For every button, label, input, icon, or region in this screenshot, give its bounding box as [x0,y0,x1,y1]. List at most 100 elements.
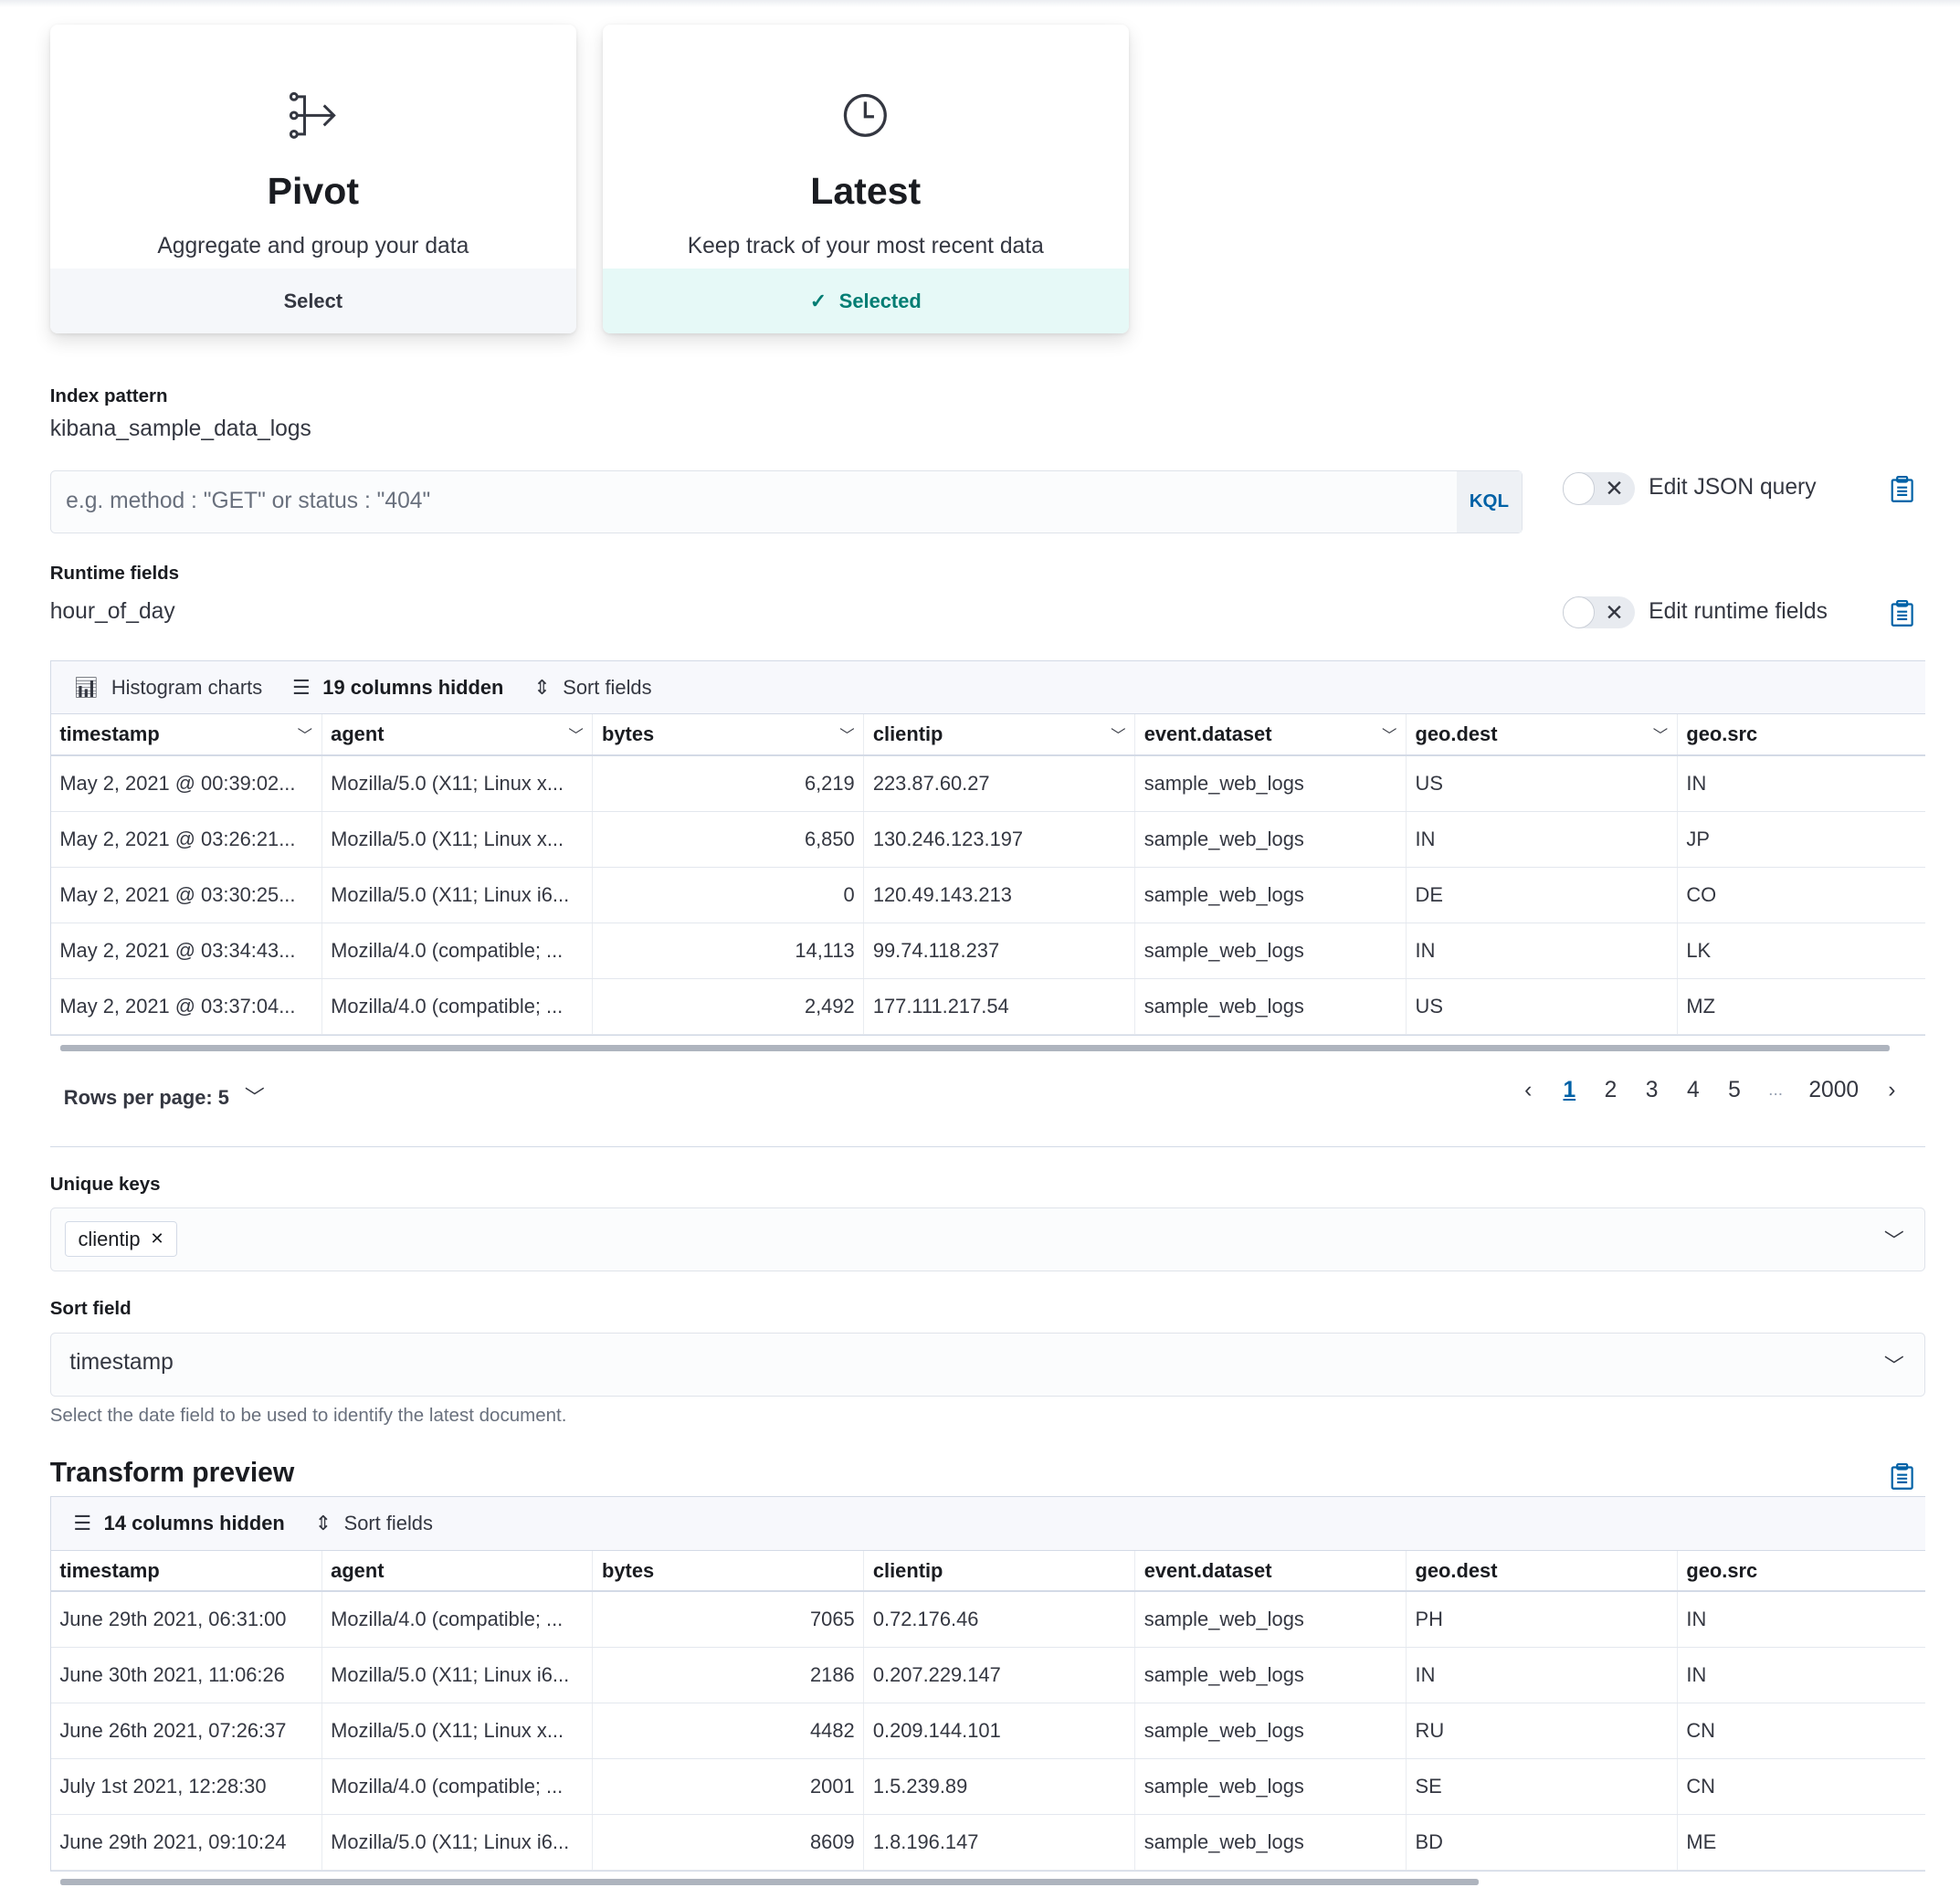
table-cell[interactable]: 0.72.176.46 [864,1592,1136,1648]
table-cell[interactable]: Mozilla/5.0 (X11; Linux x... [322,755,594,811]
page-link[interactable]: 5 [1728,1077,1741,1102]
columns-hidden-button[interactable]: ☰ 19 columns hidden [292,676,503,700]
table-cell[interactable]: sample_web_logs [1135,1759,1407,1815]
sort-fields-button[interactable]: ⇕ Sort fields [315,1512,433,1535]
chevron-down-icon[interactable]: ﹀ [839,728,855,745]
select-pivot-button[interactable]: Select [49,269,576,334]
page-link[interactable]: 1 [1563,1077,1576,1102]
rows-per-page-button[interactable]: Rows per page: 5 ﹀ [64,1082,265,1111]
table-cell[interactable]: 130.246.123.197 [864,811,1136,867]
pivot-card[interactable]: Pivot Aggregate and group your data Sele… [49,25,576,334]
table-cell[interactable]: RU [1407,1703,1678,1759]
table-cell[interactable]: 2186 [593,1648,865,1703]
table-cell[interactable]: IN [1407,923,1678,978]
table-cell[interactable]: Mozilla/5.0 (X11; Linux x... [322,811,594,867]
copy-clipboard-icon[interactable] [1890,599,1914,627]
kql-button[interactable]: KQL [1456,470,1522,533]
chevron-down-icon[interactable]: ﹀ [568,728,584,745]
column-header-bytes[interactable]: bytes ﹀ [593,714,865,754]
table-cell[interactable]: 1.8.196.147 [864,1815,1136,1871]
table-cell[interactable]: sample_web_logs [1135,811,1407,867]
table-cell[interactable]: May 2, 2021 @ 03:30:25... [51,867,322,923]
table-cell[interactable]: 0.209.144.101 [864,1703,1136,1759]
table-cell[interactable]: June 29th 2021, 06:31:00 [51,1592,322,1648]
table-cell[interactable]: CN [1686,1775,1715,1798]
table-cell[interactable]: 6,219 [593,755,865,811]
table-cell[interactable]: Mozilla/4.0 (compatible; ... [322,1592,594,1648]
edit-json-toggle[interactable]: ✕ [1562,472,1636,505]
table-cell[interactable]: May 2, 2021 @ 00:39:02... [51,755,322,811]
column-header-event-dataset[interactable]: event.dataset ﹀ [1135,714,1407,754]
table-cell[interactable]: LK [1686,938,1712,962]
table-cell[interactable]: JP [1686,827,1710,850]
table-cell[interactable]: Mozilla/4.0 (compatible; ... [322,978,594,1034]
table-cell[interactable]: MZ [1686,994,1715,1018]
table-cell[interactable]: sample_web_logs [1135,755,1407,811]
query-input[interactable] [50,470,1457,533]
chevron-down-icon[interactable]: ﹀ [1111,728,1126,745]
page-link[interactable]: 4 [1686,1077,1700,1102]
table-cell[interactable]: June 29th 2021, 09:10:24 [51,1815,322,1871]
table-cell[interactable]: sample_web_logs [1135,1592,1407,1648]
column-header-clientip[interactable]: clientip ﹀ [864,714,1136,754]
copy-clipboard-icon[interactable] [1890,475,1914,502]
table-cell[interactable]: Mozilla/5.0 (X11; Linux x... [322,1703,594,1759]
table-cell[interactable]: 177.111.217.54 [864,978,1136,1034]
table-cell[interactable]: US [1407,978,1678,1034]
column-header-agent[interactable]: agent ﹀ [322,714,594,754]
chevron-down-icon[interactable]: ﹀ [1883,1229,1904,1253]
column-header-event-dataset[interactable]: event.dataset [1135,1551,1407,1591]
page-link[interactable]: 3 [1645,1077,1659,1102]
table-cell[interactable]: Mozilla/5.0 (X11; Linux i6... [322,867,594,923]
table-cell[interactable]: sample_web_logs [1135,1815,1407,1871]
column-header-agent[interactable]: agent [322,1551,594,1591]
edit-runtime-toggle[interactable]: ✕ [1562,596,1636,629]
table-cell[interactable]: June 30th 2021, 11:06:26 [51,1648,322,1703]
table-cell[interactable]: May 2, 2021 @ 03:26:21... [51,811,322,867]
column-header-timestamp[interactable]: timestamp [51,1551,322,1591]
column-header-geo-dest[interactable]: geo.dest ﹀ [1407,714,1678,754]
table-cell[interactable]: CN [1686,1719,1715,1743]
table-cell[interactable]: sample_web_logs [1135,923,1407,978]
table-cell[interactable]: May 2, 2021 @ 03:34:43... [51,923,322,978]
table-cell[interactable]: IN [1686,1608,1707,1631]
table-cell[interactable]: 0 [593,867,865,923]
table-cell[interactable]: BD [1407,1815,1678,1871]
table-cell[interactable]: June 26th 2021, 07:26:37 [51,1703,322,1759]
columns-hidden-button[interactable]: ☰ 14 columns hidden [73,1512,284,1535]
table-cell[interactable]: 4482 [593,1703,865,1759]
table-cell[interactable]: ME [1686,1830,1717,1854]
table-cell[interactable]: sample_web_logs [1135,978,1407,1034]
table-cell[interactable]: 0.207.229.147 [864,1648,1136,1703]
table-cell[interactable]: 7065 [593,1592,865,1648]
chevron-down-icon[interactable]: ﹀ [297,728,312,745]
table-cell[interactable]: Mozilla/5.0 (X11; Linux i6... [322,1648,594,1703]
table-cell[interactable]: IN [1686,771,1707,795]
table-cell[interactable]: May 2, 2021 @ 03:37:04... [51,978,322,1034]
table-cell[interactable]: sample_web_logs [1135,1648,1407,1703]
table-cell[interactable]: CO [1686,882,1717,906]
column-header-geo-src[interactable]: geo.src [1678,714,1925,754]
table-cell[interactable]: 1.5.239.89 [864,1759,1136,1815]
table-cell[interactable]: 2001 [593,1759,865,1815]
sort-fields-button[interactable]: ⇕ Sort fields [533,676,651,700]
table-cell[interactable]: 99.74.118.237 [864,923,1136,978]
table-cell[interactable]: IN [1407,1648,1678,1703]
table-cell[interactable]: 223.87.60.27 [864,755,1136,811]
unique-keys-combobox[interactable]: clientip ✕ ﹀ [49,1207,1925,1271]
column-header-geo-dest[interactable]: geo.dest [1407,1551,1678,1591]
table-cell[interactable]: Mozilla/5.0 (X11; Linux i6... [322,1815,594,1871]
previous-page-icon[interactable]: ‹ [1524,1077,1533,1102]
select-latest-button[interactable]: ✓ Selected [602,269,1129,334]
table-cell[interactable]: 2,492 [593,978,865,1034]
table-cell[interactable]: US [1407,755,1678,811]
table-cell[interactable]: Mozilla/4.0 (compatible; ... [322,923,594,978]
page-link[interactable]: 2000 [1808,1077,1860,1102]
table-cell[interactable]: 8609 [593,1815,865,1871]
chevron-down-icon[interactable]: ﹀ [1652,728,1669,745]
latest-card[interactable]: Latest Keep track of your most recent da… [602,25,1129,334]
column-header-timestamp[interactable]: timestamp ﹀ [51,714,322,754]
column-header-geo-src[interactable]: geo.src [1678,1551,1925,1590]
table-cell[interactable]: DE [1407,867,1678,923]
chevron-down-icon[interactable]: ﹀ [1381,728,1397,745]
